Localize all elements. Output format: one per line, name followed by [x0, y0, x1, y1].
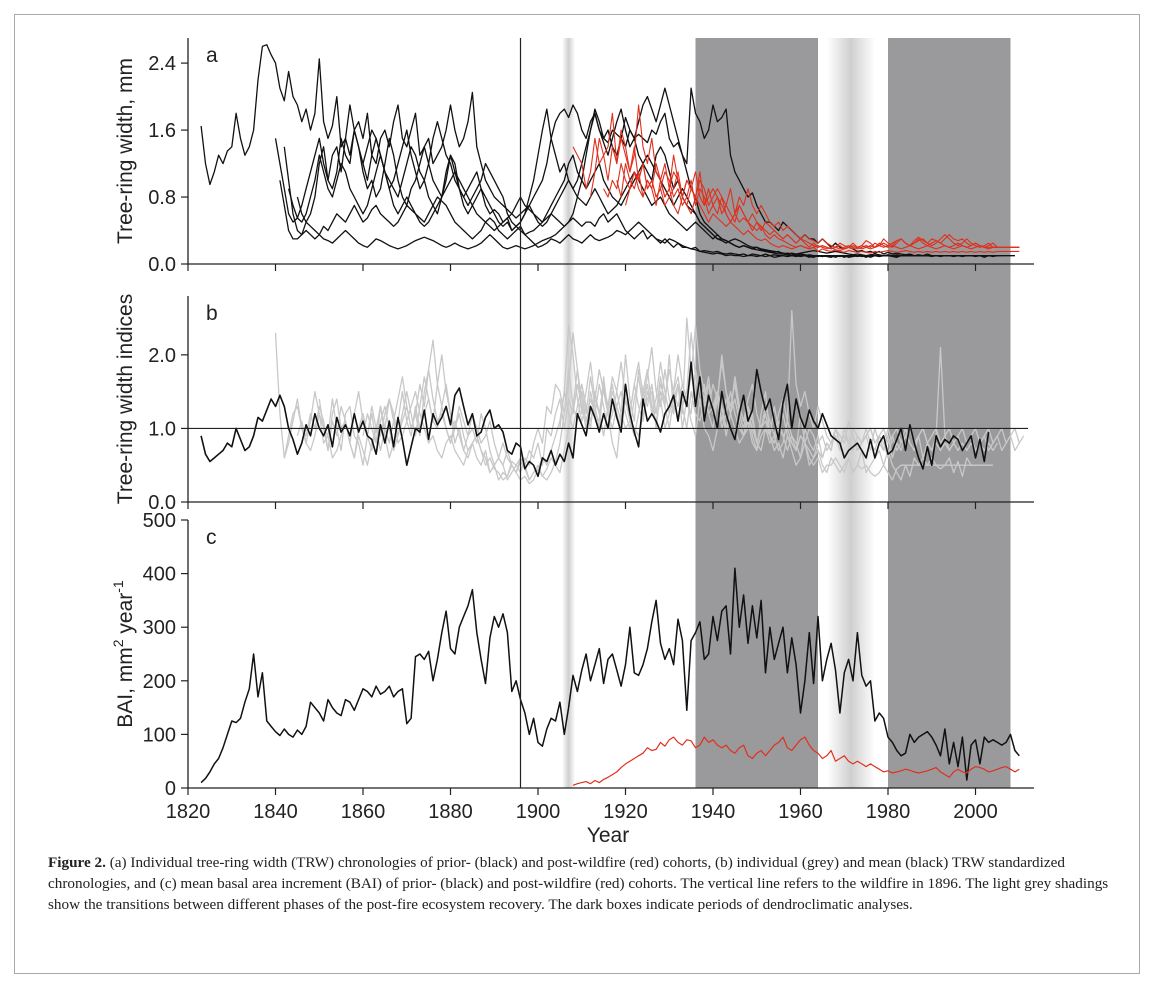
x-tick-label: 1980 [866, 801, 911, 823]
x-tick-label: 1900 [516, 801, 561, 823]
figure-frame [14, 14, 1140, 974]
caption-text: (a) Individual tree-ring width (TRW) chr… [48, 854, 1109, 913]
y-tick-label: 200 [143, 671, 176, 693]
panel-label: b [206, 302, 218, 325]
y-tick-label: 2.0 [148, 345, 176, 367]
panel-label: a [206, 44, 218, 67]
individual-index-line [283, 339, 894, 481]
x-tick-label: 1880 [428, 801, 473, 823]
x-axis-title: Year [587, 824, 629, 847]
caption-label: Figure 2. [48, 854, 106, 871]
post-cohort-trw-line [624, 163, 1020, 250]
y-tick-label: 2.4 [148, 53, 176, 75]
x-tick-label: 1920 [603, 801, 648, 823]
x-tick-label: 1840 [253, 801, 298, 823]
mean-index-line [200, 361, 990, 478]
y-tick-label: 0 [165, 778, 176, 800]
prior-cohort-trw-line [362, 121, 998, 257]
prior-cohort-trw-line [287, 154, 998, 257]
prior-cohort-bai-line [200, 567, 1020, 784]
y-tick-label: 1.0 [148, 418, 176, 440]
panel-label: c [206, 526, 217, 549]
transition-shading [826, 38, 875, 788]
figure-caption: Figure 2. (a) Individual tree-ring width… [48, 852, 1128, 915]
x-tick-label: 1960 [778, 801, 823, 823]
y-tick-label: 0.8 [148, 187, 176, 209]
prior-cohort-trw-line [200, 44, 1002, 258]
x-tick-label: 1860 [341, 801, 386, 823]
y-tick-label: 0.0 [148, 492, 176, 514]
individual-index-line [296, 317, 993, 485]
x-tick-label: 1820 [166, 801, 211, 823]
y-axis-title: Tree-ring width, mm [114, 58, 137, 244]
analysis-period-box [888, 38, 1011, 788]
y-tick-label: 300 [143, 617, 176, 639]
post-cohort-trw-line [589, 104, 1020, 254]
post-cohort-trw-line [616, 163, 1020, 250]
x-tick-label: 2000 [953, 801, 998, 823]
y-tick-label: 100 [143, 724, 176, 746]
y-tick-label: 500 [143, 510, 176, 532]
post-cohort-bai-line [572, 736, 1020, 786]
x-tick-label: 1940 [691, 801, 736, 823]
y-tick-label: 1.6 [148, 120, 176, 142]
y-axis-title: BAI, mm2 year-1 [110, 580, 137, 728]
individual-index-line [318, 324, 998, 481]
y-axis-title: Tree-ring width indices [114, 294, 137, 504]
y-tick-label: 0.0 [148, 254, 176, 276]
post-cohort-trw-line [603, 163, 1020, 250]
y-tick-label: 400 [143, 564, 176, 586]
